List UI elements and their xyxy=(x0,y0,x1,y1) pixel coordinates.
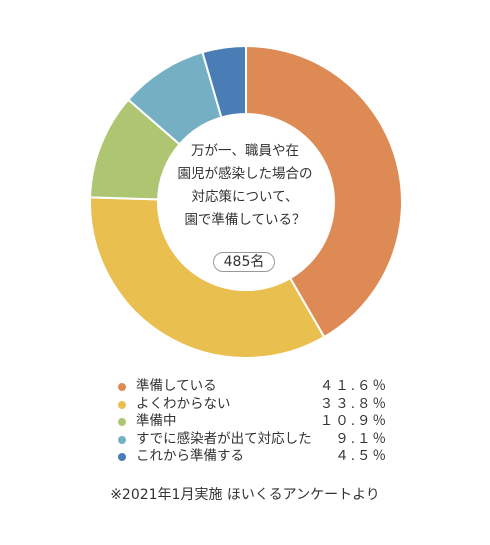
donut-chart xyxy=(89,44,403,359)
center-question-line: 園で準備している？ xyxy=(184,212,306,228)
legend-value: ９.１％ xyxy=(335,430,388,447)
donut-slice xyxy=(89,196,326,359)
legend-value: １０.９％ xyxy=(319,413,388,430)
donut-slice xyxy=(245,44,403,339)
respondent-count-badge: 485名 xyxy=(213,252,275,272)
legend-value: ３３.８％ xyxy=(319,395,388,412)
legend-item: すでに感染者が出て対応した ９.１％ xyxy=(118,431,388,449)
legend-color-dot xyxy=(118,453,126,462)
legend-color-dot xyxy=(118,383,126,391)
legend-label: 準備している xyxy=(136,378,217,394)
donut-slice xyxy=(201,44,247,119)
legend-item: これから準備する ４.５％ xyxy=(118,448,388,466)
legend-item: よくわからない ３３.８％ xyxy=(118,396,388,414)
survey-footnote: ※2021年1月実施 ほいくるアンケートより xyxy=(110,487,380,503)
chart-legend: 準備している ４１.６％ よくわからない ３３.８％ 準備中 １０.９％ すでに… xyxy=(118,378,388,466)
center-question-line: 園児が感染した場合の xyxy=(177,166,313,182)
center-question-line: 万が一、職員や在 xyxy=(191,143,299,159)
legend-color-dot xyxy=(118,400,126,409)
legend-label: すでに感染者が出て対応した xyxy=(136,430,312,447)
legend-label: よくわからない xyxy=(136,395,231,412)
center-question-line: 対応策について、 xyxy=(191,189,299,205)
legend-value: ４１.６％ xyxy=(319,378,388,394)
legend-value: ４.５％ xyxy=(335,448,388,465)
legend-color-dot xyxy=(118,418,126,427)
legend-label: 準備中 xyxy=(136,413,177,430)
legend-label: これから準備する xyxy=(136,448,244,465)
legend-item: 準備中 １０.９％ xyxy=(118,413,388,431)
legend-color-dot xyxy=(118,435,126,444)
legend-item: 準備している ４１.６％ xyxy=(118,378,388,396)
chart-center-question: 万が一、職員や在 園児が感染した場合の 対応策について、 園で準備している？ xyxy=(165,140,325,232)
